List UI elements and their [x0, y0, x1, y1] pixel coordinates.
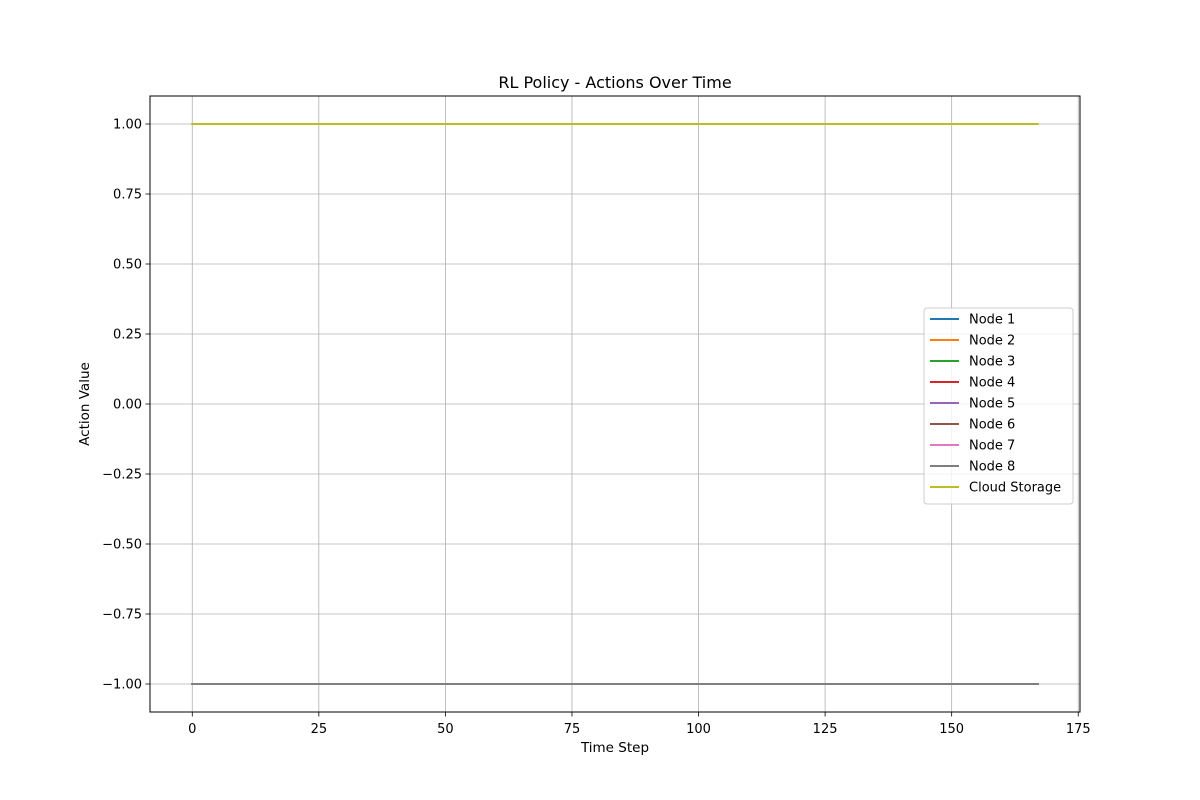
chart-title: RL Policy - Actions Over Time [498, 73, 731, 92]
legend-label-node-1: Node 1 [969, 313, 1015, 328]
x-tick-label: 0 [188, 722, 196, 737]
legend-box [923, 307, 1074, 505]
y-tick-label: 0.50 [113, 258, 142, 273]
x-tick-label: 175 [1066, 722, 1091, 737]
legend-label-node-6: Node 6 [969, 418, 1015, 433]
legend-label-node-8: Node 8 [969, 460, 1015, 475]
legend-label-node-4: Node 4 [969, 376, 1015, 391]
legend-label-node-5: Node 5 [969, 397, 1015, 412]
y-axis-label: Action Value [77, 362, 93, 446]
x-tick-label: 100 [686, 722, 711, 737]
y-tick-label: −0.25 [102, 468, 142, 483]
legend-label-cloud-storage: Cloud Storage [969, 481, 1061, 496]
y-tick-label: 1.00 [113, 118, 142, 133]
legend-label-node-7: Node 7 [969, 439, 1015, 454]
x-tick-label: 50 [437, 722, 454, 737]
x-tick-label: 75 [564, 722, 581, 737]
series-layer [191, 123, 1039, 685]
y-tick-label: 0.00 [113, 398, 142, 413]
legend: Node 1 Node 2 Node 3 Node 4 Node 5 Node 6 Node… [923, 307, 1074, 505]
y-tick-label: −0.50 [102, 538, 142, 553]
tick-layer: 0 25 50 75 100 125 150 175 1.00 0.75 0.50 0.25 0.00 −… [102, 118, 1090, 738]
x-tick-label: 25 [311, 722, 328, 737]
x-tick-label: 125 [813, 722, 838, 737]
x-axis-label: Time Step [580, 740, 649, 756]
y-tick-label: 0.25 [113, 328, 142, 343]
y-tick-label: −0.75 [102, 608, 142, 623]
y-tick-label: 0.75 [113, 188, 142, 203]
legend-label-node-3: Node 3 [969, 355, 1015, 370]
y-tick-label: −1.00 [102, 678, 142, 693]
legend-label-node-2: Node 2 [969, 334, 1015, 349]
x-tick-label: 150 [939, 722, 964, 737]
